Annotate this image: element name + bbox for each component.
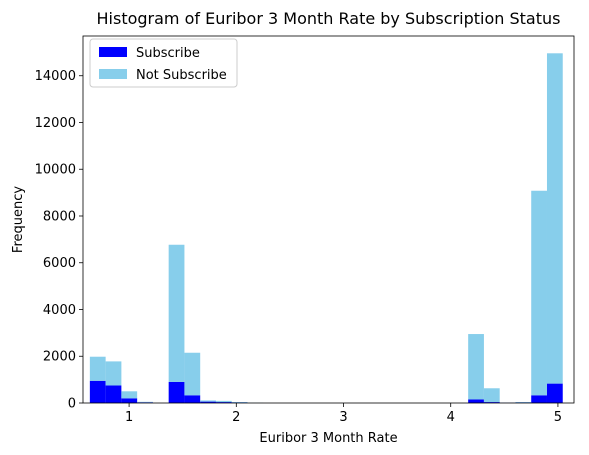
legend-label-not-subscribe: Not Subscribe [136, 68, 227, 83]
x-tick-label-4: 4 [447, 410, 455, 425]
axes-layer: 1 2 3 4 5 0 2000 4000 6000 8000 10000 12000 14000 [35, 35, 575, 425]
y-tick-label-2000: 2000 [43, 350, 76, 365]
y-tick-label-8000: 8000 [43, 209, 76, 224]
bar-subscribe-8 [215, 402, 232, 403]
y-tick-label-4000: 4000 [43, 303, 76, 318]
bar-subscribe-25 [483, 402, 500, 403]
bar-subscribe-5 [168, 381, 185, 403]
x-tick-label-2: 2 [232, 410, 240, 425]
x-tick-label-5: 5 [554, 410, 562, 425]
y-axis-label: Frequency [11, 186, 26, 253]
y-tick-label-0: 0 [68, 397, 76, 412]
x-axis-label: Euribor 3 Month Rate [259, 431, 397, 446]
bar-subscribe-0 [89, 380, 106, 403]
bar-not-subscribe-5 [168, 244, 185, 382]
bar-not-subscribe-6 [184, 352, 201, 396]
chart-title: Histogram of Euribor 3 Month Rate by Sub… [97, 9, 561, 28]
bar-subscribe-29 [546, 383, 563, 403]
legend: Subscribe Not Subscribe [89, 38, 238, 88]
bar-not-subscribe-29 [546, 53, 563, 384]
legend-label-subscribe: Subscribe [136, 46, 200, 61]
legend-swatch-not-subscribe [99, 69, 127, 79]
y-tick-label-12000: 12000 [35, 116, 76, 131]
plot-frame [82, 35, 575, 404]
bar-not-subscribe-28 [531, 190, 547, 396]
bar-not-subscribe-7 [200, 400, 216, 402]
bar-subscribe-6 [184, 395, 201, 403]
x-tick-label-3: 3 [339, 410, 347, 425]
bars-layer [89, 53, 563, 403]
bar-not-subscribe-24 [468, 334, 484, 400]
legend-swatch-subscribe [99, 47, 127, 57]
bar-not-subscribe-2 [121, 391, 138, 399]
bar-subscribe-28 [531, 395, 547, 403]
y-tick-label-10000: 10000 [35, 163, 76, 178]
y-tick-label-14000: 14000 [35, 69, 76, 84]
bar-subscribe-7 [200, 401, 216, 403]
bar-not-subscribe-0 [89, 356, 106, 381]
bar-not-subscribe-25 [483, 388, 500, 403]
bar-subscribe-24 [468, 399, 484, 403]
bar-not-subscribe-1 [105, 361, 122, 386]
y-tick-label-6000: 6000 [43, 256, 76, 271]
x-tick-label-1: 1 [125, 410, 133, 425]
bar-not-subscribe-8 [215, 400, 232, 403]
bar-subscribe-1 [105, 385, 122, 403]
bar-subscribe-2 [121, 398, 138, 403]
